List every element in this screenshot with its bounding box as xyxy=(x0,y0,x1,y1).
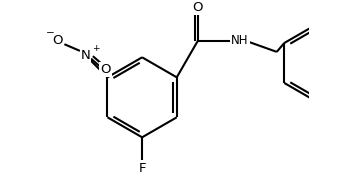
Text: +: + xyxy=(92,44,99,53)
Text: O: O xyxy=(193,1,203,14)
Text: O: O xyxy=(52,34,63,47)
Text: F: F xyxy=(138,162,146,175)
Text: N: N xyxy=(81,49,90,62)
Text: O: O xyxy=(100,63,111,76)
Text: NH: NH xyxy=(231,34,249,47)
Text: −: − xyxy=(46,28,54,38)
